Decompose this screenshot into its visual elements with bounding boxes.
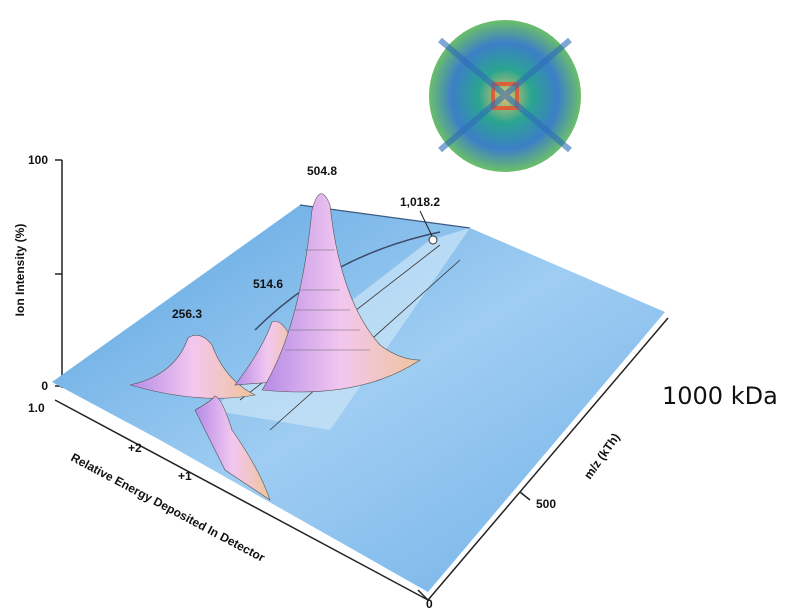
y-tick-label: 0	[41, 379, 48, 393]
y-axis-label: Ion Intensity (%)	[13, 224, 27, 317]
peak-leader	[419, 210, 433, 237]
surface	[52, 193, 665, 592]
mz-axis-label: m/z (kTh)	[581, 431, 623, 482]
energy-tick-label: 1.0	[28, 401, 45, 415]
axes	[54, 159, 669, 601]
peak-label: 256.3	[172, 307, 202, 321]
energy-tick-label: +1	[178, 469, 192, 483]
energy-tick-label: +2	[128, 441, 142, 455]
peak-label: 504.8	[307, 164, 337, 178]
peak-label: 514.6	[253, 277, 283, 291]
protein-icon	[429, 20, 581, 172]
peak-label: 1,018.2	[400, 195, 440, 209]
y-tick-label: 100	[28, 153, 48, 167]
mz-tick-label: 500	[536, 497, 556, 511]
mz-tick-label: 0	[426, 597, 433, 610]
side-label: 1000 kDa	[662, 382, 778, 410]
